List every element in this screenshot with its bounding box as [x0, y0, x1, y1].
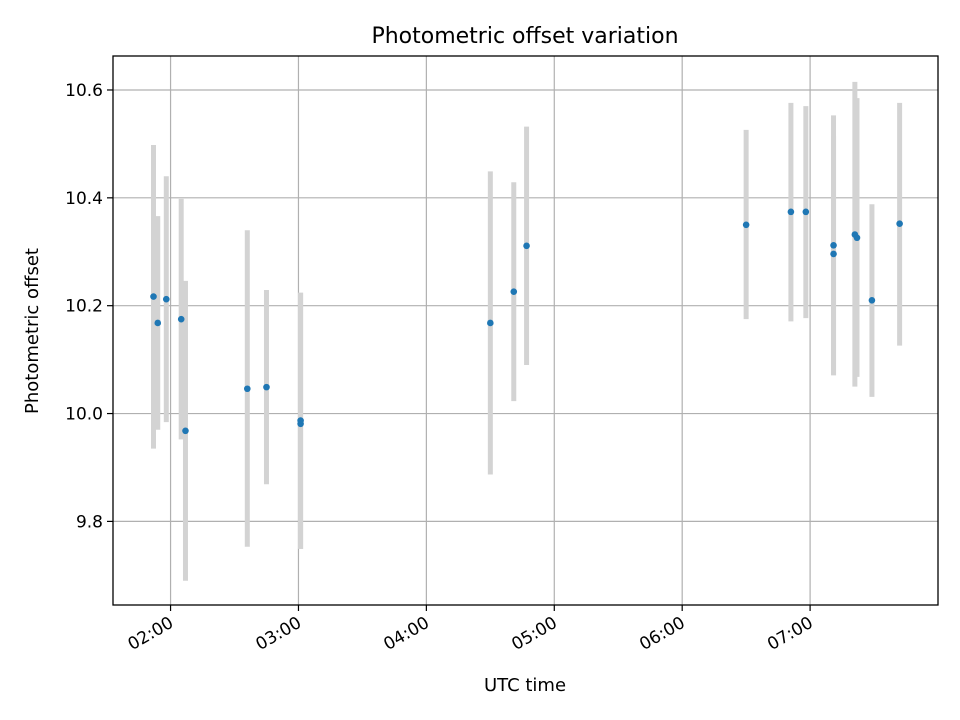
x-tick-label: 07:00	[764, 613, 816, 655]
data-point	[297, 417, 304, 424]
x-axis-label: UTC time	[484, 675, 566, 696]
data-point	[896, 220, 903, 228]
y-axis-label: Photometric offset	[22, 248, 43, 414]
x-tick-label: 05:00	[508, 613, 560, 655]
data-point	[853, 234, 861, 242]
data-point	[263, 383, 270, 391]
data-point	[830, 241, 837, 249]
plot-frame	[112, 55, 939, 606]
data-point	[162, 295, 170, 303]
data-point	[177, 315, 185, 323]
data-point	[868, 296, 876, 304]
data-point	[802, 208, 810, 216]
data-point	[523, 242, 530, 250]
y-tick-label: 10.0	[65, 405, 103, 425]
x-tick-label: 03:00	[253, 613, 305, 655]
y-tick-label: 10.4	[65, 189, 103, 209]
x-axis-ticks: 02:00 03:00 04:00 05:00 06:00 07:00	[125, 605, 817, 655]
x-tick-label: 06:00	[636, 613, 688, 655]
data-point	[150, 293, 157, 300]
data-point	[830, 250, 837, 258]
y-axis-ticks: 9.8 10.0 10.2 10.4 10.6	[65, 81, 113, 532]
chart-title: Photometric offset variation	[371, 24, 678, 49]
data-point	[244, 385, 251, 393]
y-tick-label: 10.2	[65, 297, 103, 317]
data-point	[154, 319, 162, 327]
data-point	[742, 221, 750, 229]
x-tick-label: 04:00	[380, 613, 432, 655]
x-tick-label: 02:00	[125, 613, 177, 655]
data-point	[787, 208, 795, 216]
data-points	[150, 208, 903, 435]
y-tick-label: 9.8	[76, 512, 103, 532]
error-bars	[151, 81, 903, 581]
data-point	[510, 288, 518, 295]
y-tick-label: 10.6	[65, 81, 103, 101]
data-point	[182, 427, 189, 435]
data-point	[487, 319, 494, 327]
